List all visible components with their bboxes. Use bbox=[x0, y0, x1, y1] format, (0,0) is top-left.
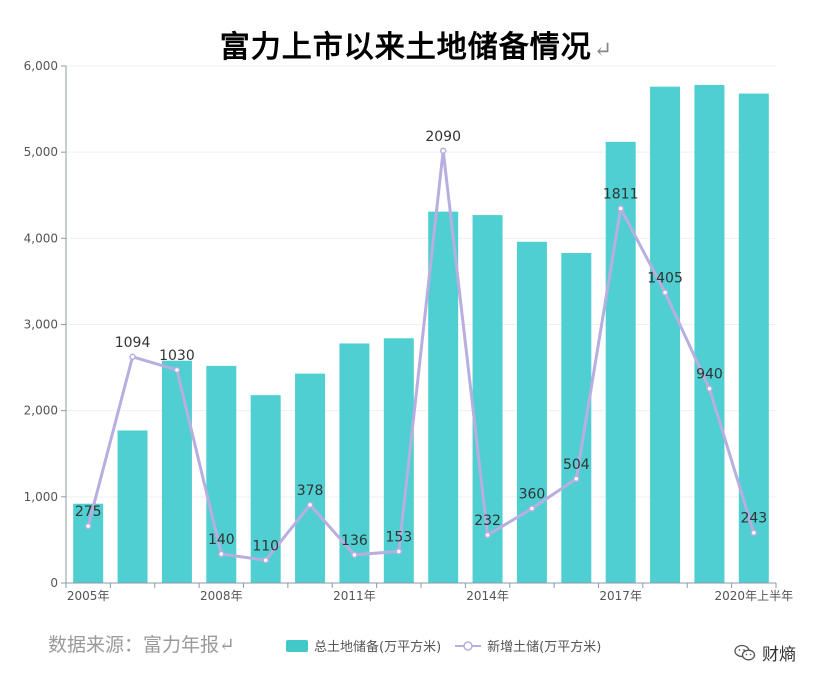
bar-swatch-icon bbox=[286, 639, 308, 652]
bar bbox=[206, 365, 237, 583]
data-label: 1811 bbox=[603, 186, 639, 202]
line-swatch-icon bbox=[455, 640, 482, 651]
y-tick-label: 4,000 bbox=[24, 231, 58, 245]
x-tick-label: 2014年 bbox=[466, 589, 509, 603]
chart-title: 富力上市以来土地储备情况↵ bbox=[0, 22, 833, 66]
bar bbox=[472, 215, 503, 583]
bar bbox=[250, 395, 281, 583]
legend-item-new-land[interactable]: 新增土储(万平方米) bbox=[455, 636, 601, 655]
bar bbox=[161, 360, 192, 583]
line-point bbox=[129, 353, 136, 361]
x-tick-label: 2011年 bbox=[333, 589, 376, 603]
brand-watermark: 财熵 bbox=[734, 640, 796, 665]
data-label: 232 bbox=[474, 513, 501, 529]
line-point bbox=[706, 385, 713, 392]
legend-label-new-land: 新增土储(万平方米) bbox=[487, 640, 602, 655]
line-point bbox=[173, 366, 181, 374]
bar bbox=[117, 430, 148, 583]
line-point bbox=[617, 205, 624, 212]
data-label: 140 bbox=[208, 532, 235, 548]
y-tick-label: 5,000 bbox=[24, 145, 58, 159]
line-point bbox=[750, 529, 758, 536]
bar bbox=[516, 241, 547, 583]
data-label: 153 bbox=[385, 529, 412, 545]
line-point bbox=[484, 531, 491, 539]
legend-item-total-land[interactable]: 总土地储备(万平方米) bbox=[286, 636, 441, 655]
line-point bbox=[218, 550, 225, 558]
data-label: 2090 bbox=[425, 129, 461, 145]
data-label: 136 bbox=[341, 533, 368, 549]
line-point bbox=[262, 557, 269, 564]
x-tick-label: 2005年 bbox=[67, 589, 110, 603]
y-tick-label: 3,000 bbox=[24, 318, 58, 332]
bar bbox=[295, 373, 326, 583]
y-tick-label: 6,000 bbox=[24, 59, 58, 73]
data-label: 1030 bbox=[159, 348, 195, 364]
bar bbox=[738, 93, 769, 583]
y-tick-label: 1,000 bbox=[24, 490, 58, 504]
line-series: 275 1094 1030 140 110 378 136 153 2090 232 360 504 1… bbox=[75, 129, 767, 564]
legend: 总土地储备(万平方米) 新增土储(万平方米) bbox=[286, 636, 601, 655]
x-tick-label: 2008年 bbox=[200, 589, 243, 603]
line-point bbox=[84, 522, 92, 530]
line-path bbox=[86, 149, 756, 562]
chart-title-text: 富力上市以来土地储备情况 bbox=[219, 30, 592, 65]
line-point bbox=[528, 505, 536, 512]
bar bbox=[73, 503, 104, 583]
data-label: 1405 bbox=[647, 270, 683, 286]
return-mark: ↵ bbox=[593, 38, 614, 63]
wechat-icon bbox=[734, 644, 756, 660]
line-point bbox=[439, 147, 447, 155]
line-point bbox=[573, 475, 580, 483]
line-point bbox=[395, 548, 403, 555]
line-point bbox=[351, 551, 358, 559]
x-tick-label: 2017年 bbox=[599, 589, 642, 603]
data-label: 360 bbox=[519, 487, 546, 503]
y-axis: 0 1,000 2,000 3,000 4,000 5,000 6,000 bbox=[24, 59, 67, 590]
data-label: 243 bbox=[740, 511, 767, 527]
legend-label-total-land: 总土地储备(万平方米) bbox=[314, 640, 442, 655]
y-tick-label: 0 bbox=[50, 576, 58, 590]
line-point bbox=[661, 289, 669, 296]
data-label: 504 bbox=[563, 457, 590, 473]
data-label: 275 bbox=[75, 504, 102, 520]
bar bbox=[694, 84, 725, 583]
bar-series bbox=[73, 84, 769, 584]
bar bbox=[650, 86, 681, 584]
data-source-note: 数据来源：富力年报↵ bbox=[48, 634, 235, 656]
bar bbox=[428, 211, 459, 583]
data-label: 378 bbox=[297, 483, 324, 499]
line-point bbox=[306, 501, 314, 509]
x-axis: 2005年 2008年 2011年 2014年 2017年 2020年上半年 bbox=[65, 582, 794, 603]
brand-name: 财熵 bbox=[762, 645, 796, 665]
data-label: 1094 bbox=[115, 335, 151, 351]
data-label: 940 bbox=[696, 367, 723, 383]
data-label: 110 bbox=[252, 538, 279, 554]
x-tick-label: 2020年上半年 bbox=[715, 589, 794, 603]
y-tick-label: 2,000 bbox=[24, 404, 58, 418]
